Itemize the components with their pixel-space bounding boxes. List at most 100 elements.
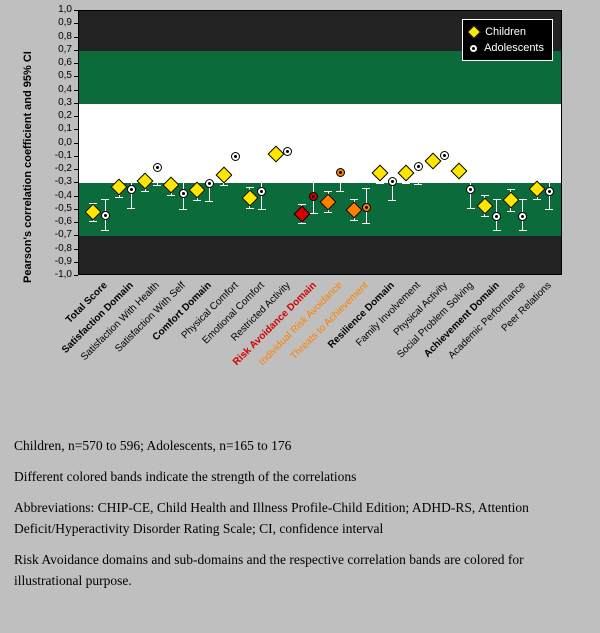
zero-line bbox=[79, 143, 561, 144]
y-tick-label: 0,1 bbox=[0, 123, 72, 134]
error-bar-cap bbox=[414, 147, 422, 148]
error-bar-cap bbox=[467, 208, 475, 209]
legend-label: Adolescents bbox=[484, 42, 544, 54]
error-bar-cap bbox=[246, 208, 254, 209]
children-marker-icon bbox=[296, 208, 308, 220]
adolescents-marker-icon bbox=[545, 187, 554, 196]
error-bar-cap bbox=[350, 220, 358, 221]
y-tick-label: -0,6 bbox=[0, 216, 72, 227]
error-bar-cap bbox=[115, 197, 123, 198]
y-tick-label: -0,4 bbox=[0, 190, 72, 201]
children-marker-icon bbox=[87, 206, 99, 218]
error-bar-cap bbox=[324, 212, 332, 213]
y-tick-label: 0,3 bbox=[0, 97, 72, 108]
color-band bbox=[79, 236, 561, 275]
adolescents-marker-icon bbox=[153, 163, 162, 172]
error-bar-cap bbox=[481, 195, 489, 196]
error-bar-cap bbox=[205, 164, 213, 165]
children-marker-icon bbox=[453, 165, 465, 177]
adolescents-marker-icon bbox=[362, 203, 371, 212]
children-marker-icon bbox=[113, 181, 125, 193]
error-bar-cap bbox=[545, 209, 553, 210]
y-tick-label: -0,9 bbox=[0, 256, 72, 267]
children-marker-icon bbox=[244, 192, 256, 204]
children-marker-icon bbox=[218, 169, 230, 181]
error-bar-cap bbox=[441, 136, 449, 137]
caption-line: Different colored bands indicate the str… bbox=[14, 467, 586, 488]
error-bar-cap bbox=[153, 148, 161, 149]
figure-caption: Children, n=570 to 596; Adolescents, n=1… bbox=[0, 430, 600, 592]
error-bar-cap bbox=[310, 177, 318, 178]
y-tick-label: 1,0 bbox=[0, 4, 72, 15]
error-bar-cap bbox=[220, 164, 228, 165]
error-bar-cap bbox=[455, 160, 463, 161]
error-bar-cap bbox=[153, 185, 161, 186]
children-marker-icon bbox=[505, 194, 517, 206]
y-tick-label: 0,9 bbox=[0, 17, 72, 28]
chart-container: Pearson's correlation coefficient and 95… bbox=[0, 0, 600, 430]
adolescents-marker-icon bbox=[283, 147, 292, 156]
children-marker-icon bbox=[400, 167, 412, 179]
caption-line: Risk Avoidance domains and sub-domains a… bbox=[14, 550, 586, 592]
error-bar-cap bbox=[402, 162, 410, 163]
error-bar-cap bbox=[376, 162, 384, 163]
error-bar-cap bbox=[324, 191, 332, 192]
error-bar-cap bbox=[388, 200, 396, 201]
error-bar-cap bbox=[362, 223, 370, 224]
error-bar-cap bbox=[388, 163, 396, 164]
error-bar-cap bbox=[258, 209, 266, 210]
error-bar-cap bbox=[127, 171, 135, 172]
y-tick-label: 0,0 bbox=[0, 137, 72, 148]
caption-line: Abbreviations: CHIP-CE, Child Health and… bbox=[14, 498, 586, 540]
legend: Children Adolescents bbox=[462, 19, 553, 61]
error-bar-cap bbox=[310, 213, 318, 214]
children-marker-icon bbox=[427, 155, 439, 167]
adolescents-marker-icon bbox=[101, 211, 110, 220]
y-tick-label: 0,5 bbox=[0, 70, 72, 81]
adolescents-marker-icon bbox=[440, 151, 449, 160]
error-bar-cap bbox=[545, 172, 553, 173]
error-bar-cap bbox=[246, 187, 254, 188]
y-tick-label: -0,2 bbox=[0, 163, 72, 174]
error-bar-cap bbox=[336, 191, 344, 192]
error-bar-cap bbox=[101, 199, 109, 200]
error-bar-cap bbox=[376, 183, 384, 184]
error-bar-cap bbox=[89, 221, 97, 222]
error-bar-cap bbox=[467, 171, 475, 172]
caption-line: Children, n=570 to 596; Adolescents, n=1… bbox=[14, 436, 586, 457]
error-bar-cap bbox=[115, 176, 123, 177]
y-tick-label: 0,7 bbox=[0, 44, 72, 55]
error-bar-cap bbox=[362, 188, 370, 189]
y-tick-label: -0,7 bbox=[0, 229, 72, 240]
children-marker-icon bbox=[139, 175, 151, 187]
error-bar-cap bbox=[429, 171, 437, 172]
y-tick-label: 0,2 bbox=[0, 110, 72, 121]
error-bar-cap bbox=[141, 191, 149, 192]
adolescents-marker-icon bbox=[127, 185, 136, 194]
adolescents-marker-icon bbox=[231, 152, 240, 161]
legend-label: Children bbox=[485, 26, 526, 38]
error-bar-cap bbox=[336, 154, 344, 155]
error-bar-cap bbox=[507, 189, 515, 190]
children-marker-icon bbox=[191, 184, 203, 196]
error-bar-cap bbox=[272, 164, 280, 165]
error-bar-cap bbox=[507, 211, 515, 212]
error-bar-cap bbox=[533, 177, 541, 178]
diamond-icon bbox=[467, 25, 481, 39]
legend-item: Children bbox=[469, 24, 544, 40]
error-bar-cap bbox=[167, 195, 175, 196]
y-tick bbox=[74, 275, 78, 276]
error-bar-cap bbox=[272, 143, 280, 144]
children-marker-icon bbox=[165, 179, 177, 191]
adolescents-marker-icon bbox=[257, 187, 266, 196]
adolescents-marker-icon bbox=[336, 168, 345, 177]
error-bar-cap bbox=[193, 179, 201, 180]
legend-item: Adolescents bbox=[469, 40, 544, 56]
circle-icon bbox=[469, 44, 478, 53]
error-bar-cap bbox=[220, 185, 228, 186]
children-marker-icon bbox=[348, 204, 360, 216]
error-bar-cap bbox=[179, 209, 187, 210]
error-bar-cap bbox=[533, 199, 541, 200]
error-bar-cap bbox=[127, 208, 135, 209]
plot-area: Children Adolescents bbox=[78, 10, 562, 275]
